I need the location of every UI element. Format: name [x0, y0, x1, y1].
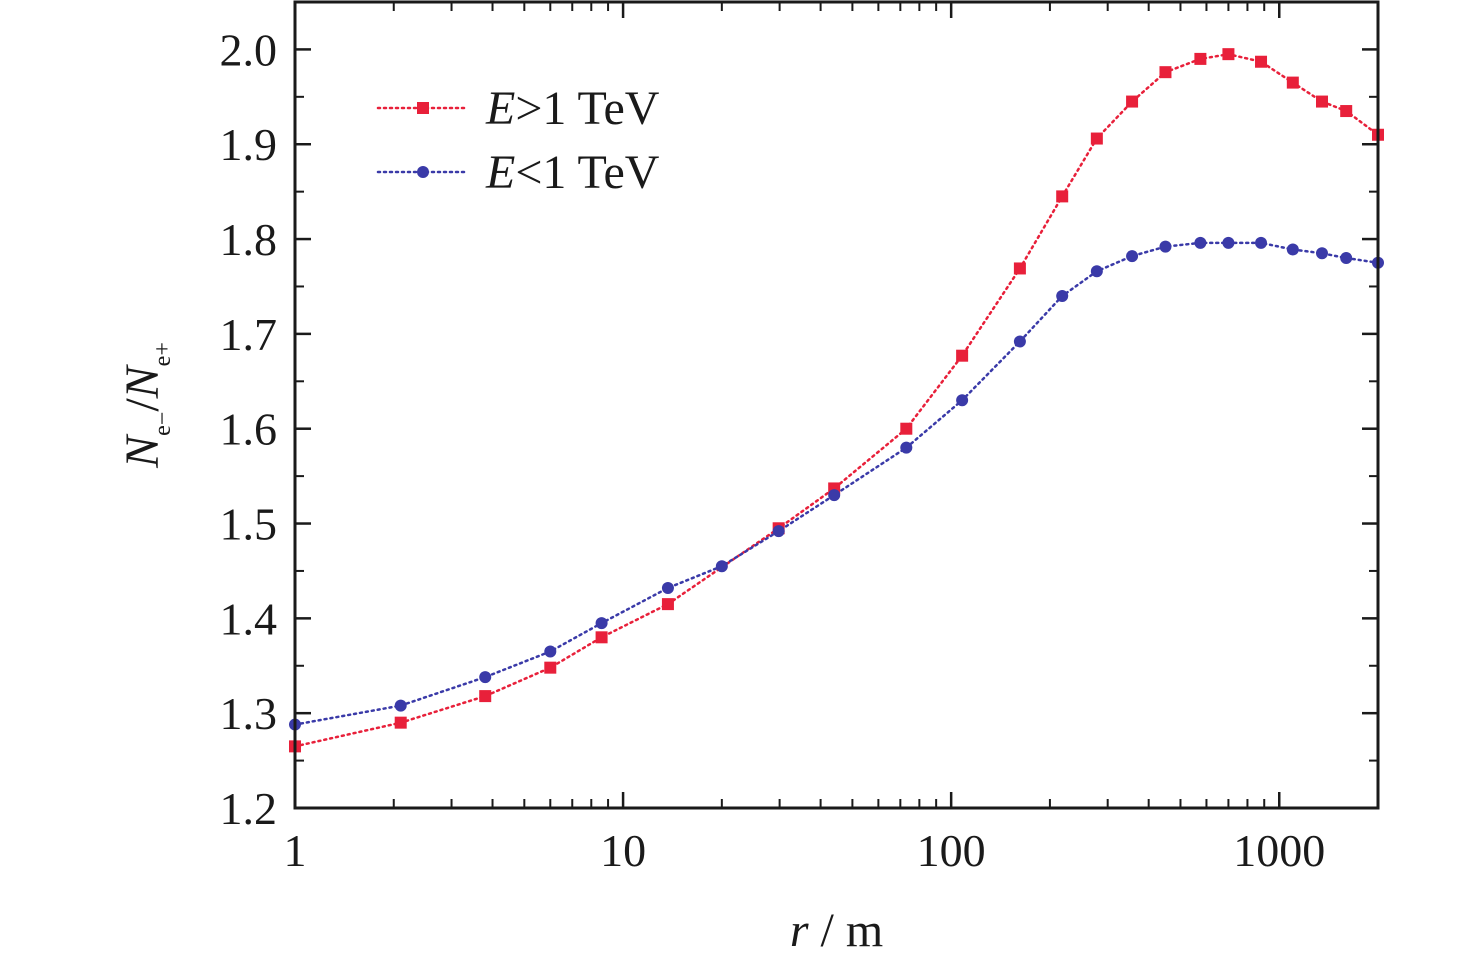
legend-0-marker — [417, 102, 429, 114]
y-tick-label: 1.3 — [220, 688, 278, 739]
series-0-point — [394, 716, 407, 729]
series-1-point — [479, 671, 492, 684]
y-tick-label: 2.0 — [220, 24, 278, 75]
series-1-point — [715, 560, 728, 573]
series-0-point — [1126, 95, 1139, 108]
series-1-point — [956, 394, 969, 407]
y-axis-den-var: N — [116, 363, 169, 399]
series-0-point — [1315, 95, 1328, 108]
series-1-point — [1013, 335, 1026, 348]
legend-0-var: E — [485, 82, 515, 135]
series-1-point — [1255, 236, 1268, 249]
series-0-point — [1222, 48, 1235, 61]
x-tick-label: 1 — [284, 825, 307, 876]
series-1-point — [1194, 236, 1207, 249]
series-1-point — [1126, 250, 1139, 263]
y-axis-num-var: N — [116, 433, 169, 469]
x-axis-label: r / m — [790, 904, 883, 957]
series-layer — [289, 48, 1384, 753]
x-tick-label: 100 — [917, 825, 986, 876]
series-0-point — [956, 349, 969, 362]
series-0-point — [1013, 262, 1026, 275]
y-tick-label: 1.8 — [220, 214, 278, 265]
y-tick-label: 1.2 — [220, 783, 278, 834]
series-1-point — [1056, 289, 1069, 302]
x-axis-sep: / — [809, 904, 846, 957]
legend-0-label: E>1 TeV — [485, 82, 660, 135]
series-1-point — [1315, 247, 1328, 260]
x-tick-label: 1000 — [1233, 825, 1325, 876]
y-tick-label: 1.9 — [220, 119, 278, 170]
ticks-layer: 1 10 100 1000 1.2 1.3 1.4 1.5 1.6 1.7 1.8 1.9 2.0 — [220, 2, 1379, 876]
series-1-point — [1286, 243, 1299, 256]
legend-1-label: E<1 TeV — [485, 146, 660, 199]
x-axis-unit: m — [846, 904, 883, 957]
series-1-point — [1222, 236, 1235, 249]
series-0-point — [1255, 55, 1268, 68]
series-1-point — [1159, 240, 1172, 253]
series-0-line — [293, 52, 1380, 748]
y-axis-label: Ne−/Ne+ — [116, 342, 176, 469]
series-0-point — [595, 631, 608, 644]
y-tick-label: 1.4 — [220, 593, 278, 644]
legend-1-marker — [417, 166, 429, 178]
y-tick-label: 1.7 — [220, 309, 278, 360]
series-1-point — [1340, 252, 1353, 265]
series-0-point — [544, 661, 557, 674]
series-1-point — [828, 489, 841, 502]
series-0-point — [1286, 76, 1299, 89]
y-tick-label: 1.6 — [220, 404, 278, 455]
series-0-point — [661, 598, 674, 611]
x-tick-label: 10 — [600, 825, 646, 876]
series-0-point — [1340, 105, 1353, 118]
series-0-point — [900, 422, 913, 435]
y-axis-slash: / — [116, 398, 169, 412]
series-0-point — [1194, 52, 1207, 65]
y-axis-num-sub: e− — [150, 412, 176, 436]
series-0-point — [1090, 132, 1103, 145]
series-0-point — [1159, 66, 1172, 79]
y-tick-label: 1.5 — [220, 499, 278, 550]
legend-0-text: >1 TeV — [515, 82, 659, 135]
series-0-point — [1056, 190, 1069, 203]
plot-frame — [293, 0, 1380, 810]
series-1-point — [661, 582, 674, 595]
series-1-point — [1090, 265, 1103, 278]
series-0-point — [479, 690, 492, 703]
series-1-point — [772, 525, 785, 538]
legend-1-text: <1 TeV — [515, 146, 659, 199]
legend-1-var: E — [485, 146, 515, 199]
y-axis-den-sub: e+ — [150, 342, 176, 366]
series-1-point — [544, 645, 557, 658]
series-1-point — [900, 441, 913, 454]
series-1-point — [394, 699, 407, 712]
x-axis-var: r — [790, 904, 809, 957]
series-1-point — [595, 617, 608, 630]
